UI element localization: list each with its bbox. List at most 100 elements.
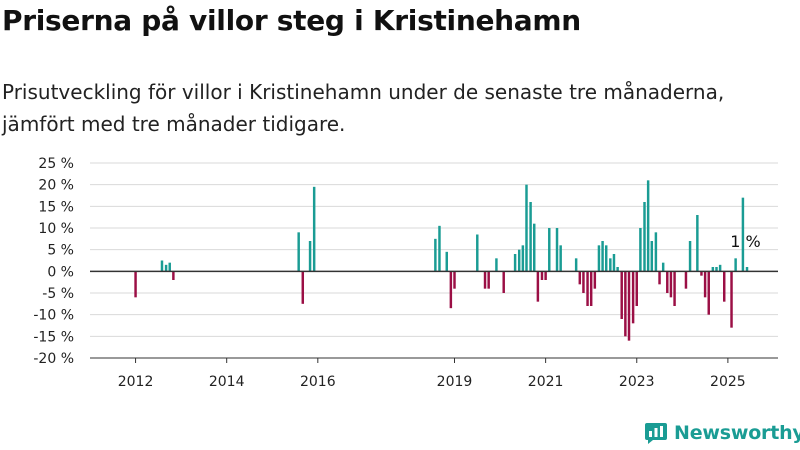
x-tick-label: 2019 — [437, 374, 473, 390]
bar — [540, 271, 544, 280]
y-axis-ticks: -20 % -15 % -10 % -5 % 0 % 5 % 10 % 15 % 20 % 25 … — [33, 156, 74, 367]
newsworthy-brand: Newsworthy — [644, 420, 800, 446]
bar — [559, 245, 562, 272]
bar — [582, 271, 585, 293]
bar — [517, 249, 521, 272]
bar — [164, 264, 168, 272]
bar — [734, 258, 737, 272]
bar — [646, 180, 650, 272]
bar — [730, 271, 733, 328]
bar — [544, 271, 547, 280]
bar — [631, 271, 635, 324]
bar — [635, 271, 638, 306]
bar — [301, 271, 305, 304]
bar — [529, 202, 532, 272]
bar-chart: -20 % -15 % -10 % -5 % 0 % 5 % 10 % 15 % 20 % 25 … — [33, 156, 778, 390]
chart-title: Priserna på villor steg i Kristinehamn — [2, 4, 581, 37]
bar — [601, 241, 604, 272]
bar — [521, 245, 525, 272]
bar — [650, 241, 654, 272]
bar — [666, 271, 669, 293]
x-axis: 2012 2014 2016 2019 2021 2023 2025 — [90, 357, 778, 390]
bar — [688, 241, 692, 272]
bar — [487, 271, 490, 289]
bar — [586, 271, 589, 306]
bar — [502, 271, 505, 293]
y-tick-label: -20 % — [33, 351, 74, 367]
y-tick-label: 20 % — [38, 178, 74, 194]
bar — [476, 234, 479, 272]
y-tick-label: 25 % — [38, 156, 74, 172]
bar — [134, 271, 137, 298]
bar — [593, 271, 597, 289]
brand-name: Newsworthy — [674, 422, 800, 444]
x-tick-label: 2014 — [209, 374, 245, 390]
bar — [483, 271, 487, 289]
bar — [312, 186, 316, 272]
bar — [168, 262, 171, 272]
bar — [548, 228, 551, 272]
x-tick-label: 2016 — [300, 374, 336, 390]
bar — [604, 245, 608, 272]
bar — [616, 267, 619, 272]
bar — [555, 228, 559, 272]
bar — [589, 271, 593, 306]
bar — [643, 202, 646, 272]
bar — [658, 271, 661, 285]
bar — [707, 271, 710, 315]
gridlines — [90, 162, 778, 359]
bar — [578, 271, 582, 285]
bar — [711, 267, 715, 272]
bar — [745, 267, 749, 272]
bar — [612, 254, 616, 272]
bar — [160, 260, 164, 272]
y-tick-label: 0 % — [47, 264, 74, 280]
bar — [297, 232, 300, 272]
bar — [597, 245, 601, 272]
bar — [609, 258, 612, 272]
bar — [445, 251, 448, 272]
latest-value-label: 1 % — [730, 232, 760, 251]
bar — [700, 271, 703, 276]
bar — [703, 271, 707, 298]
bar — [574, 258, 578, 272]
x-tick-label: 2021 — [528, 374, 564, 390]
x-tick-label: 2025 — [710, 374, 746, 390]
y-tick-label: 15 % — [38, 199, 74, 215]
bar — [308, 241, 312, 272]
chart-subtitle: Prisutveckling för villor i Kristinehamn… — [2, 80, 725, 136]
y-tick-label: -10 % — [33, 308, 74, 324]
bar — [434, 238, 437, 272]
bar — [525, 184, 528, 272]
bar — [696, 215, 699, 272]
bar — [654, 232, 658, 272]
y-tick-label: -5 % — [42, 286, 74, 302]
bar — [453, 271, 456, 289]
bar — [627, 271, 631, 341]
bar — [172, 271, 175, 280]
bar — [718, 264, 722, 272]
bar — [438, 225, 441, 272]
y-tick-label: -15 % — [33, 329, 74, 345]
bar — [673, 271, 676, 306]
y-tick-label: 5 % — [47, 243, 74, 259]
bar — [513, 254, 517, 272]
bar — [741, 197, 745, 272]
bar — [536, 271, 540, 302]
x-tick-label: 2012 — [118, 374, 154, 390]
bar — [661, 262, 665, 272]
bar — [624, 271, 627, 337]
bar — [495, 258, 498, 272]
bar — [639, 228, 642, 272]
bar — [669, 271, 673, 298]
bar — [723, 271, 726, 302]
annotations: 1 % — [730, 232, 760, 251]
bar — [684, 271, 688, 289]
newsworthy-logo-icon — [645, 423, 667, 444]
y-tick-label: 10 % — [38, 221, 74, 237]
bar — [715, 267, 718, 272]
x-tick-label: 2023 — [619, 374, 655, 390]
bar — [449, 271, 453, 309]
bars — [90, 180, 778, 341]
bar — [620, 271, 623, 319]
